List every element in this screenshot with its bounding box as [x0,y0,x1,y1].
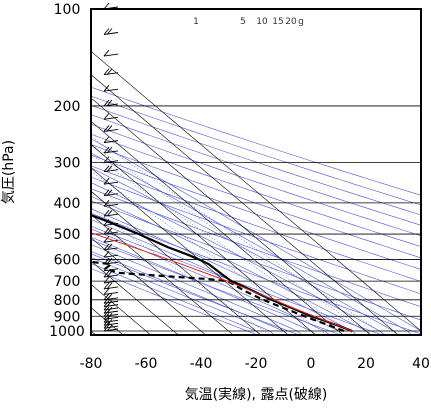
moist-adiabat [91,152,413,335]
temperature-tick-label: -40 [190,356,213,372]
wind-barb [103,276,119,284]
mixing-ratio-label: 10 [256,17,268,27]
dry-adiabat [91,86,421,196]
dry-adiabat [91,114,421,226]
isotherm-gridline [91,144,317,335]
pressure-tick-label: 900 [54,309,81,325]
temperature-tick-labels: -80 -60 -40 -20 0 20 40 [80,356,430,372]
dry-adiabat [91,268,259,335]
pressure-tick-label: 100 [54,2,81,18]
wind-barb [103,235,119,243]
mixing-ratio-label: 15 [272,17,283,27]
wind-barb [103,112,119,120]
wind-barb [103,84,119,92]
wind-barbs [103,2,119,332]
moist-adiabat [91,208,358,335]
wind-barb [103,282,119,290]
dry-adiabat [91,225,384,335]
dry-adiabat [91,200,421,321]
wind-barb [103,177,119,185]
wind-barb [103,189,119,197]
wind-barb [103,250,119,258]
pressure-tick-label: 200 [54,99,81,115]
wind-barb [103,293,119,301]
dry-adiabat [91,212,421,335]
dry-adiabat [91,95,421,206]
dry-adiabat [91,144,421,259]
dry-adiabat [91,188,421,308]
isotherm-gridline [91,50,421,332]
dry-adiabat [91,123,421,237]
wind-barb [103,165,119,173]
dry-adiabat [91,239,342,335]
moist-adiabat [91,236,317,335]
mixing-ratio-line [91,207,271,335]
wind-barb [103,288,119,295]
pressure-tick-label: 300 [54,156,81,172]
temperature-tick-label: -80 [80,356,103,372]
moist-adiabat [91,182,385,335]
pressure-tick-label: 800 [54,293,81,309]
moist-adiabat [91,167,399,335]
plot-frame [90,8,422,336]
wind-barb [103,300,119,308]
dry-adiabat [91,165,421,282]
isotherm-gridline [91,214,234,335]
wind-barb [103,306,119,314]
pressure-tick-label: 500 [54,227,81,243]
temperature-tick-label: -20 [245,356,268,372]
temperature-tick-label: -60 [135,356,158,372]
temperature-line [91,213,353,333]
mixing-ratio-label: g [298,17,304,27]
isotherm-gridline [91,167,289,335]
wind-barb [103,243,119,251]
pressure-tick-label: 600 [54,253,81,269]
dry-adiabat [91,154,421,270]
wind-barb [103,209,119,217]
isotherm-gridline [91,120,344,335]
wind-barb [103,146,119,154]
wind-barb [103,68,119,76]
temperature-tick-label: 20 [357,356,375,372]
pressure-tick-label: 700 [54,274,81,290]
wind-barb [103,270,119,278]
pressure-tick-label: 1000 [49,324,85,340]
wind-barb [103,200,119,207]
wind-barb [103,49,119,57]
wind-barb [103,136,119,144]
moist-adiabat [91,195,372,335]
grid [91,9,421,335]
isotherm-gridline [91,74,399,335]
x-axis-label: 気温(実線), 露点(破線) [185,387,328,403]
mixing-ratio-label: 1 [193,17,199,27]
wind-barb [103,125,119,132]
mixing-ratio-label: 5 [240,17,246,27]
moist-adiabat [91,250,289,335]
isotherm-gridline [91,237,207,335]
isotherm-gridline [91,260,179,335]
wind-barb [103,99,119,107]
dewpoint-line [91,260,345,333]
mixing-ratio-line [91,136,386,335]
isotherm-gridline [91,190,262,335]
mixing-ratio-label: 20 [285,17,297,27]
moist-adiabat [91,244,303,335]
wind-barb [103,156,119,164]
mixing-ratio-line [91,143,373,335]
wind-barb [103,28,119,35]
y-axis-label: 気圧(hPa) [1,140,17,204]
wind-barb [103,227,119,235]
temperature-tick-label: 0 [307,356,316,372]
dry-adiabat [91,104,421,216]
mixing-ratio-labels: 1 5 10 15 20 g [193,17,304,27]
parcel-line [91,232,353,332]
isotherm-gridline [91,97,372,335]
temperature-tick-label: 40 [412,356,430,372]
pressure-tick-label: 400 [54,196,81,212]
profiles [91,213,353,333]
moist-adiabat [91,138,421,332]
